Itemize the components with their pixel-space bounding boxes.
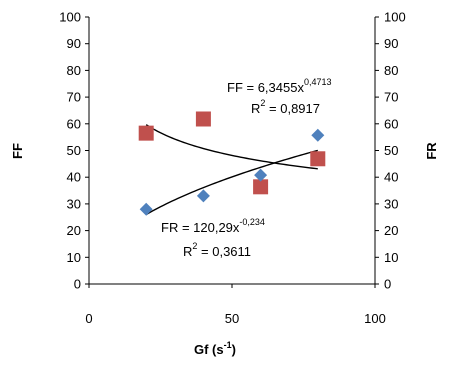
ff-marker	[253, 179, 269, 195]
left-y-tick-label: 100	[59, 10, 81, 25]
right-y-tick-label: 50	[384, 143, 398, 158]
left-y-tick-label: 20	[67, 223, 81, 238]
data-markers	[138, 111, 326, 216]
ff-marker	[195, 111, 211, 127]
ff-marker	[310, 151, 326, 167]
fr-r2-lead: R	[183, 244, 192, 259]
right-y-tick-label: 20	[384, 223, 398, 238]
right-y-tick-label: 10	[384, 250, 398, 265]
fr-trend-line	[145, 149, 318, 216]
ff-r2-value: = 0,8917	[265, 101, 320, 116]
fr-marker	[139, 202, 153, 216]
fr-r2-sup: 2	[192, 241, 197, 251]
fr-equation-base: FR = 120,29x	[161, 220, 240, 235]
x-tick-label: 50	[225, 311, 239, 326]
ff-r2-lead: R	[251, 101, 260, 116]
left-y-tick-label: 40	[67, 170, 81, 185]
right-y-tick-label: 80	[384, 63, 398, 78]
ff-trend-line	[145, 124, 318, 170]
left-y-tick-label: 30	[67, 196, 81, 211]
right-y-tick-label: 0	[384, 277, 391, 292]
left-y-tick-label: 70	[67, 90, 81, 105]
x-axis-title-sup: -1	[224, 340, 232, 350]
trend-lines	[145, 124, 318, 216]
y-axis-title-right: FR	[424, 142, 439, 160]
left-y-tick-label: 80	[67, 63, 81, 78]
right-y-tick-label: 90	[384, 36, 398, 51]
x-tick-label: 100	[364, 311, 386, 326]
right-y-tick-labels: 0 10 20 30 40 50 60 70 80 90 100	[384, 10, 406, 292]
right-y-tick-label: 60	[384, 116, 398, 131]
ff-equation-base: FF = 6,3455x	[227, 80, 304, 95]
ff-equation: FF = 6,3455x0,4713	[227, 77, 332, 95]
fr-marker	[311, 128, 325, 142]
left-y-tick-label: 90	[67, 36, 81, 51]
fr-r2-value: = 0,3611	[197, 244, 251, 259]
x-axis-title-close: )	[232, 342, 236, 357]
x-axis-title-base: Gf (s	[194, 342, 224, 357]
right-y-tick-label: 30	[384, 196, 398, 211]
y-axis-title-left: FF	[10, 143, 25, 159]
fr-marker	[196, 189, 210, 203]
left-y-tick-labels: 0 10 20 30 40 50 60 70 80 90 100	[59, 10, 81, 292]
x-tick-label: 0	[85, 311, 92, 326]
fr-r-squared: R2 = 0,3611	[183, 241, 251, 259]
ff-marker	[138, 125, 154, 141]
plot-frame	[85, 16, 379, 288]
ff-r-squared: R2 = 0,8917	[251, 98, 320, 116]
right-y-tick-label: 100	[384, 10, 406, 25]
left-y-tick-label: 0	[74, 277, 81, 292]
ff-equation-exponent: 0,4713	[304, 77, 332, 87]
fr-equation: FR = 120,29x-0,234	[161, 217, 265, 235]
fr-marker	[254, 168, 268, 182]
right-y-tick-label: 40	[384, 170, 398, 185]
left-y-tick-label: 10	[67, 250, 81, 265]
left-y-tick-label: 50	[67, 143, 81, 158]
fr-equation-exponent: -0,234	[239, 217, 265, 227]
right-y-tick-label: 70	[384, 90, 398, 105]
left-y-tick-label: 60	[67, 116, 81, 131]
x-tick-labels: 0 50 100	[85, 311, 385, 326]
ff-r2-sup: 2	[260, 98, 265, 108]
x-axis-title: Gf (s-1)	[194, 340, 236, 357]
